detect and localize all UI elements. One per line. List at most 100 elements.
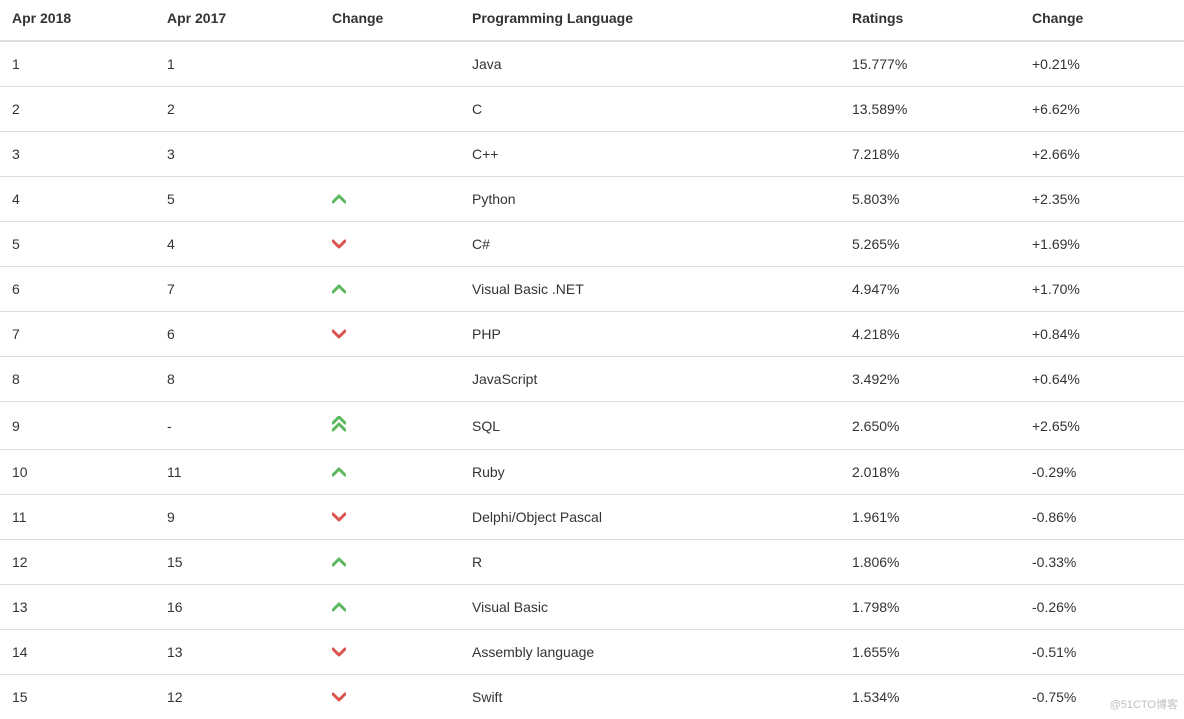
cell-ratings: 3.492%: [840, 357, 1020, 402]
table-row: 22 C13.589%+6.62%: [0, 87, 1184, 132]
cell-apr2017: 9: [155, 495, 320, 540]
double-chevron-up-icon: [332, 416, 346, 432]
cell-apr2018: 14: [0, 630, 155, 675]
cell-change-value: +1.69%: [1020, 222, 1184, 267]
chevron-up-icon: [332, 602, 346, 612]
cell-apr2017: -: [155, 402, 320, 450]
table-row: 1316 Visual Basic1.798%-0.26%: [0, 585, 1184, 630]
cell-change-icon: [320, 267, 460, 312]
cell-ratings: 1.534%: [840, 675, 1020, 719]
chevron-down-icon: [332, 512, 346, 522]
cell-language: C++: [460, 132, 840, 177]
cell-language: Swift: [460, 675, 840, 719]
cell-apr2018: 8: [0, 357, 155, 402]
cell-change-icon: [320, 495, 460, 540]
cell-ratings: 4.947%: [840, 267, 1020, 312]
cell-change-icon: [320, 585, 460, 630]
cell-change-value: -0.33%: [1020, 540, 1184, 585]
chevron-up-icon: [332, 194, 346, 204]
table-row: 119Delphi/Object Pascal1.961%-0.86%: [0, 495, 1184, 540]
cell-ratings: 13.589%: [840, 87, 1020, 132]
chevron-down-icon: [332, 647, 346, 657]
cell-change-value: -0.51%: [1020, 630, 1184, 675]
cell-apr2017: 15: [155, 540, 320, 585]
cell-apr2018: 7: [0, 312, 155, 357]
cell-language: Visual Basic: [460, 585, 840, 630]
cell-ratings: 1.806%: [840, 540, 1020, 585]
cell-apr2017: 3: [155, 132, 320, 177]
table-row: 54C#5.265%+1.69%: [0, 222, 1184, 267]
cell-change-icon: [320, 87, 460, 132]
chevron-down-icon: [332, 329, 346, 339]
chevron-down-icon: [332, 239, 346, 249]
cell-change-value: +0.84%: [1020, 312, 1184, 357]
table-row: 1413Assembly language1.655%-0.51%: [0, 630, 1184, 675]
table-row: 1011Ruby2.018%-0.29%: [0, 450, 1184, 495]
cell-change-icon: [320, 41, 460, 87]
table-row: 76PHP4.218%+0.84%: [0, 312, 1184, 357]
cell-change-value: +1.70%: [1020, 267, 1184, 312]
table-row: 11Java15.777%+0.21%: [0, 41, 1184, 87]
cell-apr2018: 9: [0, 402, 155, 450]
cell-change-icon: [320, 312, 460, 357]
cell-apr2017: 11: [155, 450, 320, 495]
chevron-up-icon: [332, 557, 346, 567]
cell-change-value: -0.26%: [1020, 585, 1184, 630]
cell-change-value: +2.66%: [1020, 132, 1184, 177]
table-row: 45Python5.803%+2.35%: [0, 177, 1184, 222]
cell-ratings: 1.961%: [840, 495, 1020, 540]
cell-language: Ruby: [460, 450, 840, 495]
cell-change-icon: [320, 402, 460, 450]
cell-apr2017: 2: [155, 87, 320, 132]
cell-language: C: [460, 87, 840, 132]
cell-change-value: +0.21%: [1020, 41, 1184, 87]
cell-language: SQL: [460, 402, 840, 450]
tiobe-index-table: Apr 2018 Apr 2017 Change Programming Lan…: [0, 0, 1184, 719]
cell-apr2018: 10: [0, 450, 155, 495]
cell-apr2018: 3: [0, 132, 155, 177]
cell-apr2017: 5: [155, 177, 320, 222]
cell-change-icon: [320, 177, 460, 222]
cell-apr2018: 11: [0, 495, 155, 540]
cell-change-value: +0.64%: [1020, 357, 1184, 402]
cell-change-icon: [320, 540, 460, 585]
col-header-apr2018: Apr 2018: [0, 0, 155, 41]
cell-apr2018: 4: [0, 177, 155, 222]
cell-change-value: +2.65%: [1020, 402, 1184, 450]
chevron-up-icon: [332, 467, 346, 477]
cell-change-icon: [320, 450, 460, 495]
table-row: 1512Swift1.534%-0.75%: [0, 675, 1184, 719]
cell-apr2017: 8: [155, 357, 320, 402]
cell-language: R: [460, 540, 840, 585]
cell-ratings: 5.265%: [840, 222, 1020, 267]
cell-ratings: 4.218%: [840, 312, 1020, 357]
cell-change-value: +2.35%: [1020, 177, 1184, 222]
table-row: 67Visual Basic .NET4.947%+1.70%: [0, 267, 1184, 312]
table-row: 88JavaScript3.492%+0.64%: [0, 357, 1184, 402]
cell-apr2018: 15: [0, 675, 155, 719]
cell-change-icon: [320, 357, 460, 402]
cell-change-value: -0.29%: [1020, 450, 1184, 495]
chevron-down-icon: [332, 692, 346, 702]
col-header-change-icon: Change: [320, 0, 460, 41]
cell-language: Delphi/Object Pascal: [460, 495, 840, 540]
cell-apr2017: 4: [155, 222, 320, 267]
cell-apr2018: 2: [0, 87, 155, 132]
cell-ratings: 5.803%: [840, 177, 1020, 222]
cell-apr2018: 13: [0, 585, 155, 630]
cell-ratings: 15.777%: [840, 41, 1020, 87]
cell-change-value: +6.62%: [1020, 87, 1184, 132]
cell-language: Assembly language: [460, 630, 840, 675]
cell-language: C#: [460, 222, 840, 267]
table-row: 9-SQL2.650%+2.65%: [0, 402, 1184, 450]
table-row: 33 C++7.218%+2.66%: [0, 132, 1184, 177]
col-header-apr2017: Apr 2017: [155, 0, 320, 41]
cell-apr2017: 6: [155, 312, 320, 357]
cell-ratings: 1.798%: [840, 585, 1020, 630]
cell-apr2017: 16: [155, 585, 320, 630]
cell-apr2018: 1: [0, 41, 155, 87]
table-row: 1215R1.806%-0.33%: [0, 540, 1184, 585]
cell-ratings: 7.218%: [840, 132, 1020, 177]
chevron-up-icon: [332, 284, 346, 294]
cell-ratings: 1.655%: [840, 630, 1020, 675]
